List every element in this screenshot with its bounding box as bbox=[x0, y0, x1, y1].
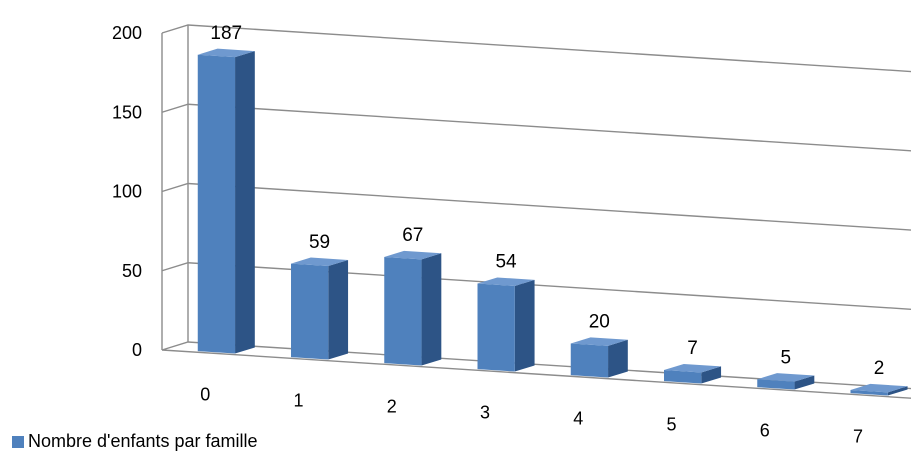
x-tick-label: 4 bbox=[573, 408, 583, 428]
bar bbox=[477, 277, 535, 372]
bar bbox=[197, 48, 255, 354]
bar bbox=[384, 250, 442, 366]
x-axis-ticks: 0 1 2 3 4 5 6 7 bbox=[200, 384, 863, 446]
x-tick-label: 3 bbox=[480, 402, 490, 422]
x-tick-label: 5 bbox=[667, 414, 677, 434]
y-tick-label: 0 bbox=[132, 340, 142, 360]
data-label: 20 bbox=[589, 312, 610, 333]
x-tick-label: 0 bbox=[200, 384, 210, 404]
data-labels: 187 59 67 54 20 7 5 2 bbox=[210, 23, 884, 379]
x-tick-label: 2 bbox=[387, 396, 397, 416]
y-tick-label: 200 bbox=[112, 23, 142, 43]
y-axis-ticks: 0 50 100 150 200 bbox=[112, 23, 142, 360]
gridline bbox=[161, 103, 911, 152]
data-label: 2 bbox=[874, 358, 885, 379]
data-label: 54 bbox=[495, 252, 517, 273]
gridline bbox=[161, 182, 911, 231]
bar bbox=[291, 257, 349, 360]
x-tick-label: 7 bbox=[853, 426, 863, 446]
x-tick-label: 6 bbox=[760, 420, 770, 440]
data-label: 5 bbox=[780, 347, 791, 368]
y-tick-label: 50 bbox=[122, 261, 142, 281]
bar bbox=[757, 373, 815, 390]
y-tick-label: 150 bbox=[112, 102, 142, 122]
gridline bbox=[161, 262, 911, 310]
legend: Nombre d'enfants par famille bbox=[12, 431, 258, 452]
data-label: 7 bbox=[687, 338, 698, 359]
bar bbox=[850, 383, 908, 396]
floor-edge bbox=[161, 349, 911, 399]
x-tick-label: 1 bbox=[294, 390, 304, 410]
bar bbox=[664, 363, 722, 384]
data-label: 67 bbox=[402, 225, 423, 246]
legend-swatch bbox=[12, 435, 24, 448]
bar bbox=[570, 337, 628, 378]
data-label: 59 bbox=[309, 232, 330, 253]
legend-label: Nombre d'enfants par famille bbox=[28, 431, 258, 451]
gridline bbox=[161, 24, 911, 73]
gridlines bbox=[161, 24, 911, 399]
y-tick-label: 100 bbox=[112, 182, 142, 202]
bars bbox=[197, 48, 908, 396]
data-label: 187 bbox=[210, 23, 242, 44]
